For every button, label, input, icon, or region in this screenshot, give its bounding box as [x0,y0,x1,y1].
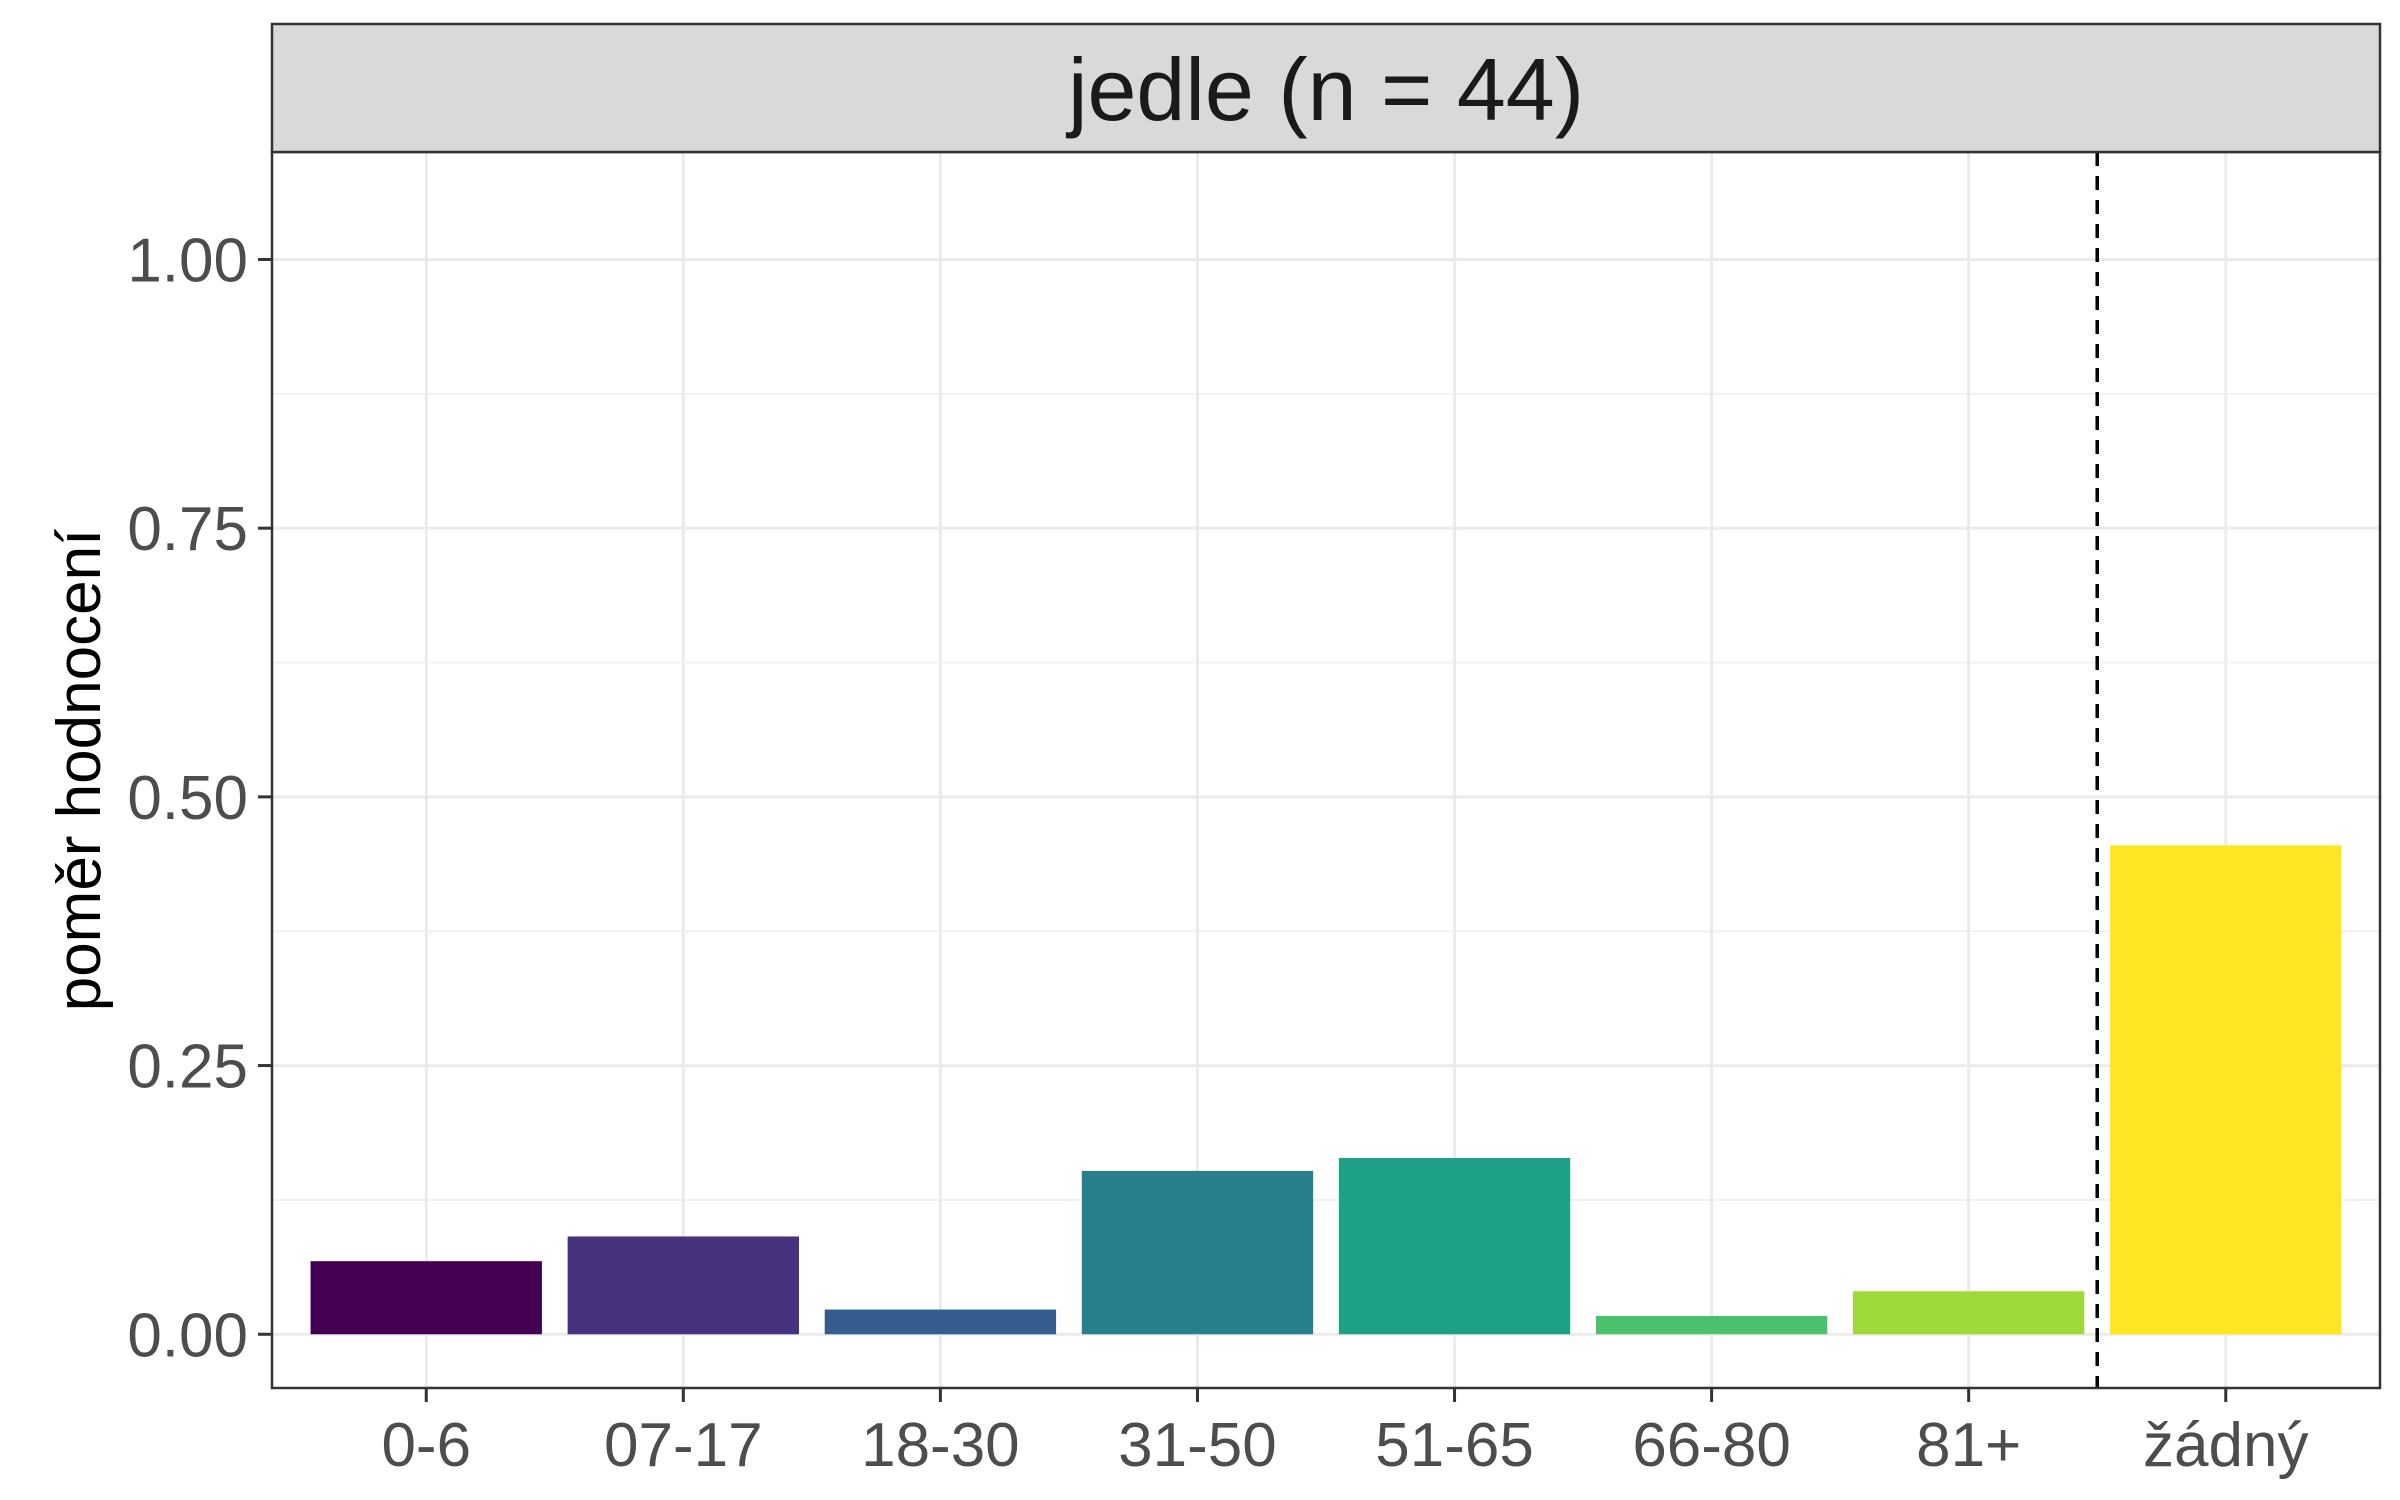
y-tick-label: 1.00 [127,226,248,295]
x-tick-label: 18-30 [861,1411,1020,1480]
panel-strip-background [270,22,2382,154]
bar-31-50 [1081,1170,1314,1335]
bar-66-80 [1595,1315,1828,1335]
y-tick-label: 0.50 [127,764,248,833]
x-tick-label: 51-65 [1375,1411,1534,1480]
x-tick-label: 81+ [1916,1411,2021,1480]
bar-51-65 [1338,1157,1571,1335]
x-tick-label: 31-50 [1118,1411,1277,1480]
panel-strip: jedle (n = 44) [270,22,2382,154]
grid-lines [272,152,2380,1388]
bar-81+ [1853,1291,2085,1335]
x-tick-label: 66-80 [1632,1411,1791,1480]
y-tick-label: 0.25 [127,1033,248,1102]
x-tick-label: 0-6 [381,1411,471,1480]
bars [310,845,2342,1335]
bar-žádný [2110,845,2342,1335]
x-axis: 0-6 07-17 18-30 31-50 51-65 66-80 81+ žádný [381,1388,2308,1480]
x-tick-label: žádný [2143,1411,2308,1480]
y-tick-label: 0.75 [127,495,248,564]
panel-title: jedle (n = 44) [1065,40,1584,139]
y-tick-label: 0.00 [127,1301,248,1370]
bar-0-6 [310,1261,542,1335]
bar-07-17 [567,1236,799,1335]
x-tick-label: 07-17 [604,1411,763,1480]
y-axis-title: poměr hodnocení [45,529,114,1012]
y-axis: 0.00 0.25 0.50 0.75 1.00 [127,226,272,1370]
bar-18-30 [824,1309,1057,1335]
